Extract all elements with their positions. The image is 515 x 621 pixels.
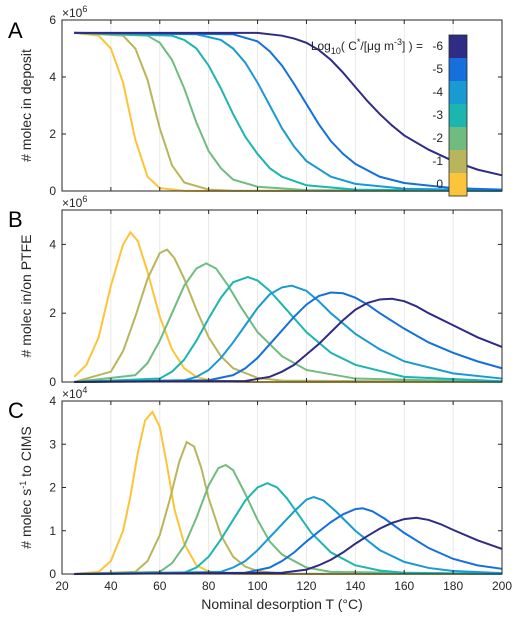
series-line--1 xyxy=(73,248,503,383)
y-tick-label: 1 xyxy=(49,524,56,538)
series-line--6 xyxy=(74,297,503,383)
colorbar-swatch--6 xyxy=(449,35,467,58)
y-tick-label: 2 xyxy=(49,127,56,141)
x-tick-label: 20 xyxy=(55,579,69,593)
y-tick-label: 2 xyxy=(49,481,56,495)
colorbar-label: 0 xyxy=(436,177,443,191)
colorbar-swatch--2 xyxy=(449,127,467,150)
series-line--2 xyxy=(74,463,503,575)
series-line--3 xyxy=(74,276,503,383)
series-line--4 xyxy=(74,495,503,575)
x-tick-label: 160 xyxy=(394,579,414,593)
series-line--1 xyxy=(74,440,503,575)
series-line--2 xyxy=(74,31,503,192)
series-line--2 xyxy=(74,262,503,383)
colorbar-title: Log10( C*/[μg m-3] ) = xyxy=(311,37,423,56)
y-axis-label: # molec in/on PTFE xyxy=(18,235,34,358)
y-axis-label: # molec in deposit xyxy=(18,49,34,162)
colorbar-label: -2 xyxy=(432,131,443,145)
y-tick-label: 0 xyxy=(49,567,56,581)
y-tick-label: 3 xyxy=(49,437,56,451)
x-tick-label: 40 xyxy=(104,579,118,593)
series-line--3 xyxy=(74,31,503,192)
series-line--5 xyxy=(74,507,503,575)
series-line--4 xyxy=(74,31,503,192)
y-tick-label: 0 xyxy=(49,375,56,389)
series-line--5 xyxy=(74,31,503,191)
colorbar-frame xyxy=(448,34,468,197)
panel-b: 0 2 4 B ×106 # molec in/on PTFE xyxy=(8,194,503,389)
series-line--6 xyxy=(74,31,503,177)
y-axis-label: # molec s-1 to CIMS xyxy=(18,426,34,548)
x-tick-label: 180 xyxy=(443,579,463,593)
panel-c: 0 1 2 3 4 20 40 60 80 100 120 140 160 180 200 C ×104 # mo… xyxy=(8,385,512,593)
colorbar-label: -5 xyxy=(432,62,443,76)
axes-box xyxy=(61,209,503,383)
x-tick-label: 60 xyxy=(153,579,167,593)
y-multiplier: ×104 xyxy=(62,385,87,401)
panel-a: 0 2 4 6 A ×106 # molec in deposit xyxy=(8,4,503,198)
series-line--4 xyxy=(74,284,503,383)
plot-area xyxy=(62,401,502,574)
y-tick-label: 6 xyxy=(49,13,56,27)
panel-letter: B xyxy=(8,207,23,232)
panel-letter: A xyxy=(8,18,23,43)
colorbar-swatch-0 xyxy=(449,173,467,196)
y-tick-label: 4 xyxy=(49,70,56,84)
colorbar-label: -4 xyxy=(432,85,443,99)
x-tick-label: 120 xyxy=(296,579,316,593)
colorbar-swatch--4 xyxy=(449,81,467,104)
x-tick-label: 100 xyxy=(248,579,268,593)
series-line--5 xyxy=(74,291,503,383)
x-tick-label: 140 xyxy=(345,579,365,593)
x-tick-label: 80 xyxy=(202,579,216,593)
series-line--3 xyxy=(74,482,503,575)
colorbar-label: -1 xyxy=(432,154,443,168)
series-line--1 xyxy=(74,31,503,192)
colorbar-swatch--1 xyxy=(449,150,467,173)
colorbar-swatch--5 xyxy=(449,58,467,81)
y-tick-label: 4 xyxy=(49,394,56,408)
y-tick-label: 0 xyxy=(49,184,56,198)
y-tick-label: 4 xyxy=(49,237,56,251)
colorbar: -6 -5 -4 -3 -2 -1 0 Log10( C*/[μg m-3] ) = xyxy=(311,34,468,197)
panel-letter: C xyxy=(8,398,24,423)
axes-box xyxy=(61,19,503,192)
series-line--6 xyxy=(74,516,503,575)
y-multiplier: ×106 xyxy=(62,4,87,20)
x-axis-label: Nominal desorption T (°C) xyxy=(201,596,362,612)
colorbar-label: -6 xyxy=(432,39,443,53)
y-multiplier: ×106 xyxy=(62,194,87,210)
colorbar-swatch--3 xyxy=(449,104,467,127)
x-tick-label: 200 xyxy=(492,579,512,593)
colorbar-label: -3 xyxy=(432,108,443,122)
y-tick-label: 2 xyxy=(49,306,56,320)
